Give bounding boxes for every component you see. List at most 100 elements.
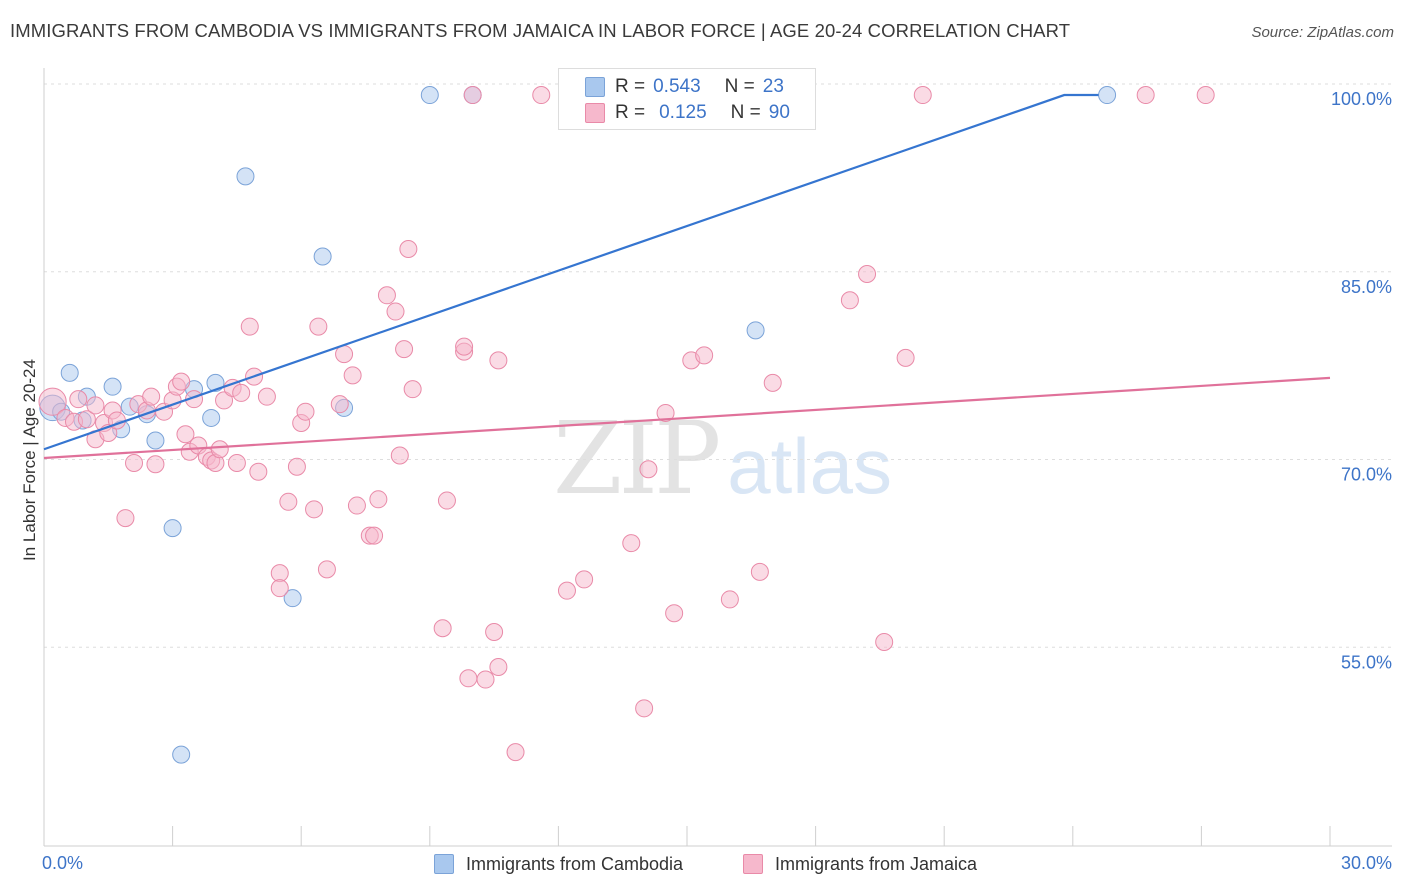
- trend-line-jamaica: [43, 376, 1331, 460]
- point-jamaica: [69, 390, 88, 409]
- x-tick-label-start: 0.0%: [42, 853, 83, 873]
- point-jamaica: [840, 291, 859, 310]
- legend-n-key: N =: [724, 76, 755, 97]
- legend-n-value: 90: [768, 102, 790, 123]
- point-jamaica: [317, 560, 336, 579]
- point-cambodia: [163, 519, 182, 538]
- point-cambodia: [1098, 86, 1117, 105]
- point-cambodia: [283, 589, 302, 608]
- point-jamaica: [720, 590, 739, 609]
- point-jamaica: [365, 526, 384, 545]
- point-jamaica: [858, 265, 877, 284]
- chart-title: IMMIGRANTS FROM CAMBODIA VS IMMIGRANTS F…: [10, 20, 1071, 41]
- point-cambodia: [236, 167, 255, 186]
- point-jamaica: [215, 391, 234, 410]
- point-jamaica: [463, 86, 482, 105]
- point-jamaica: [763, 373, 782, 392]
- point-jamaica: [347, 496, 366, 515]
- point-jamaica: [532, 86, 551, 105]
- point-jamaica: [639, 460, 658, 479]
- point-jamaica: [146, 455, 165, 474]
- point-cambodia: [202, 408, 221, 427]
- point-jamaica: [489, 351, 508, 370]
- point-jamaica: [386, 302, 405, 321]
- y-tick-label: 85.0%: [1341, 277, 1392, 297]
- point-jamaica: [369, 490, 388, 509]
- point-jamaica: [433, 619, 452, 638]
- point-jamaica: [506, 743, 525, 762]
- point-jamaica: [459, 669, 478, 688]
- legend-r-key: R =: [615, 76, 646, 97]
- y-tick-label: 70.0%: [1341, 465, 1392, 485]
- point-jamaica: [270, 579, 289, 598]
- point-jamaica: [305, 500, 324, 519]
- legend: R = 0.543 N = 23 R = 0.125 N = 90: [558, 68, 816, 130]
- point-jamaica: [86, 396, 105, 415]
- legend-r-value: 0.543: [653, 76, 701, 97]
- bottom-legend-swatch-cambodia: [434, 854, 454, 874]
- point-jamaica: [399, 239, 418, 258]
- point-jamaica: [249, 462, 268, 481]
- point-jamaica: [665, 604, 684, 623]
- point-jamaica: [622, 534, 641, 553]
- point-jamaica: [1136, 86, 1155, 105]
- point-jamaica: [287, 457, 306, 476]
- point-jamaica: [142, 387, 161, 406]
- point-jamaica: [309, 317, 328, 336]
- point-jamaica: [875, 632, 894, 651]
- point-jamaica: [77, 410, 96, 429]
- point-jamaica: [403, 380, 422, 399]
- y-axis-label: In Labor Force | Age 20-24: [20, 359, 39, 561]
- bottom-legend-swatch-jamaica: [743, 854, 763, 874]
- legend-r-key: R =: [615, 102, 646, 123]
- point-jamaica: [485, 622, 504, 641]
- point-jamaica: [279, 492, 298, 511]
- point-jamaica: [476, 670, 495, 689]
- point-cambodia: [146, 431, 165, 450]
- bottom-legend-label-jamaica: Immigrants from Jamaica: [775, 853, 978, 874]
- point-jamaica: [240, 317, 259, 336]
- point-jamaica: [270, 564, 289, 583]
- bottom-legend-jamaica: Immigrants from Jamaica: [743, 852, 977, 876]
- point-jamaica: [330, 395, 349, 414]
- point-jamaica: [913, 86, 932, 105]
- bottom-legend-label-cambodia: Immigrants from Cambodia: [466, 853, 684, 874]
- legend-n-value: 23: [762, 76, 784, 97]
- y-tick-label: 55.0%: [1341, 652, 1392, 672]
- legend-swatch-jamaica: [585, 103, 605, 123]
- point-cambodia: [172, 745, 191, 764]
- point-jamaica: [377, 286, 396, 305]
- point-jamaica: [395, 340, 414, 359]
- point-jamaica: [1196, 86, 1215, 105]
- point-jamaica: [176, 425, 195, 444]
- point-jamaica: [635, 699, 654, 718]
- y-tick-label: 100.0%: [1331, 89, 1392, 109]
- point-jamaica: [437, 491, 456, 510]
- point-jamaica: [575, 570, 594, 589]
- legend-n-key: N =: [730, 102, 761, 123]
- point-jamaica: [232, 383, 251, 402]
- watermark: ZIP atlas: [553, 400, 892, 517]
- legend-r-value: 0.125: [659, 102, 707, 123]
- point-jamaica: [257, 387, 276, 406]
- x-tick-label-end: 30.0%: [1341, 853, 1392, 873]
- point-jamaica: [172, 372, 191, 391]
- point-jamaica: [227, 454, 246, 473]
- point-cambodia: [746, 321, 765, 340]
- legend-row-cambodia: R = 0.543 N = 23: [585, 74, 784, 100]
- source-credit: Source: ZipAtlas.com: [1251, 24, 1394, 41]
- bottom-legend-cambodia: Immigrants from Cambodia: [434, 852, 683, 876]
- point-jamaica: [557, 581, 576, 600]
- legend-swatch-cambodia: [585, 77, 605, 97]
- point-jamaica: [656, 403, 675, 422]
- point-jamaica: [38, 387, 67, 416]
- watermark-atlas: atlas: [727, 422, 893, 510]
- point-jamaica: [390, 446, 409, 465]
- point-jamaica: [695, 346, 714, 365]
- point-jamaica: [296, 402, 315, 421]
- point-jamaica: [343, 366, 362, 385]
- point-jamaica: [125, 454, 144, 473]
- point-jamaica: [896, 348, 915, 367]
- point-jamaica: [210, 440, 229, 459]
